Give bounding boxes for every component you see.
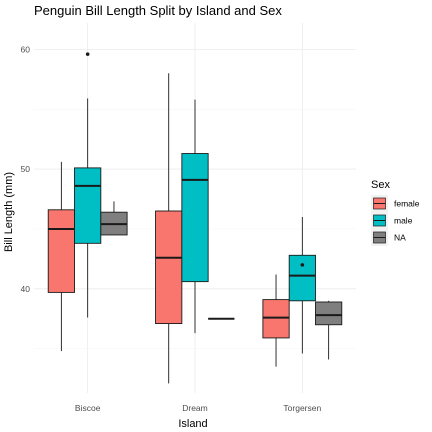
outlier-point	[300, 263, 305, 267]
legend-label: female	[394, 199, 420, 209]
x-tick-label: Biscoe	[75, 403, 101, 413]
chart-title: Penguin Bill Length Split by Island and …	[34, 3, 282, 18]
box-female-biscoe	[47, 209, 75, 293]
legend-label: male	[394, 216, 413, 226]
box-male-dream	[181, 153, 209, 283]
y-tick-label: 50	[21, 164, 31, 174]
y-tick-label: 40	[21, 284, 31, 294]
box-female-torgersen	[262, 299, 290, 339]
legend-title: Sex	[371, 179, 390, 191]
legend: Sex female male NA	[371, 179, 420, 246]
y-axis-title: Bill Length (mm)	[3, 172, 15, 252]
box-male-torgersen	[288, 254, 316, 302]
plot-area	[47, 52, 343, 384]
x-tick-label: Torgersen	[283, 403, 321, 413]
legend-label: NA	[394, 233, 406, 243]
box-male-biscoe	[74, 167, 102, 244]
outlier-point	[85, 52, 90, 56]
axes: 40 50 60 Biscoe Dream Torgersen	[21, 44, 322, 413]
x-axis-title: Island	[178, 418, 207, 430]
box-na-torgersen	[315, 301, 343, 326]
y-tick-label: 60	[21, 44, 31, 54]
x-tick-label: Dream	[182, 403, 208, 413]
box-female-dream	[155, 210, 183, 325]
